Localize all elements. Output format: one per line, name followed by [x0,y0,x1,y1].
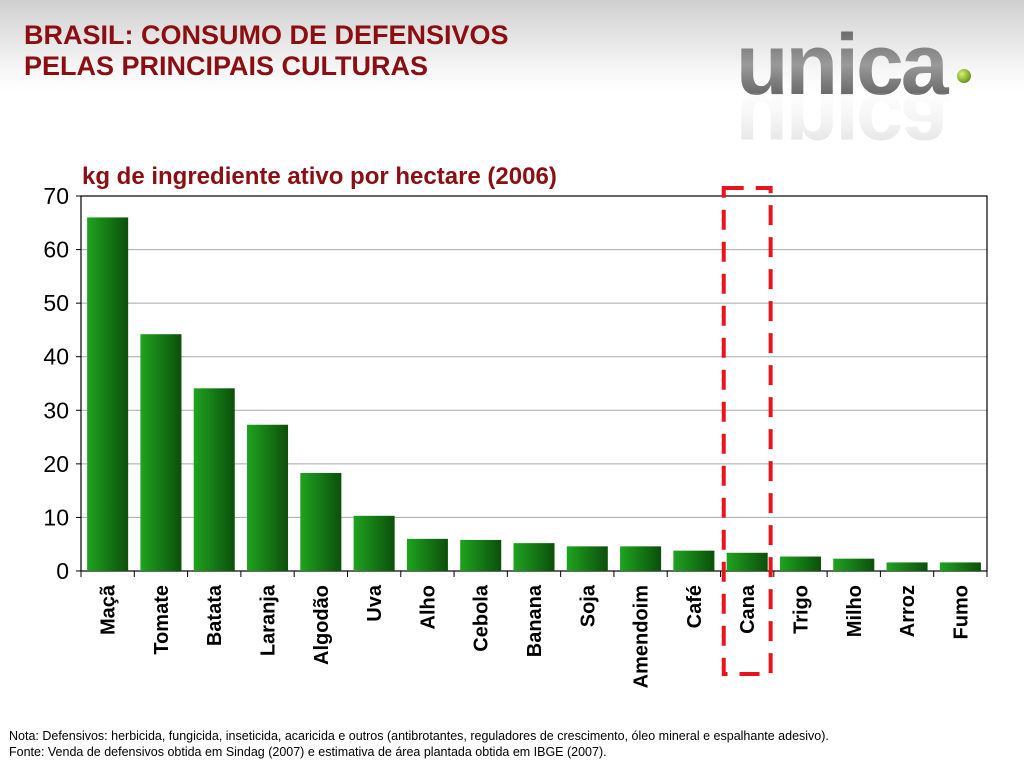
x-tick-label: Cana [737,584,759,634]
x-tick-label: Arroz [897,585,919,637]
x-tick-label: Soja [577,584,599,627]
bars [87,217,981,571]
x-tick-label: Banana [524,584,546,657]
y-tick-label: 60 [43,237,69,263]
bar [140,334,182,571]
bar [460,539,502,571]
footnote-fonte: Fonte: Venda de defensivos obtida em Sin… [9,745,607,759]
x-tick-label: Algodão [311,585,333,665]
y-tick-label: 40 [43,344,69,370]
bar [886,562,928,571]
bar [779,556,821,571]
bar [566,546,608,571]
x-tick-label: Alho [417,585,439,629]
bar [620,546,662,571]
x-tick-label: Tomate [151,585,173,655]
y-axis-ticks: 0 10 20 30 40 50 60 70 [43,183,81,584]
y-tick-label: 20 [43,451,69,477]
bar [406,538,448,571]
x-tick-label: Maçã [98,584,120,635]
x-tick-label: Cebola [471,584,493,652]
svg-text:unica: unica [736,30,950,113]
chart-title: kg de ingrediente ativo por hectare (200… [82,163,557,190]
bar [300,472,342,571]
highlight-box [721,186,773,676]
bar [353,515,395,571]
bar [87,217,129,571]
svg-text:unica: unica [736,75,950,142]
y-tick-label: 10 [43,504,69,530]
x-axis-ticks: Maçã Tomate Batata Laranja Algodão Uva Alho Ceb… [80,571,988,688]
x-tick-label: Batata [204,584,226,646]
unica-logo: unica unica [736,30,971,142]
bar [193,388,235,571]
page-title: BRASIL: CONSUMO DE DEFENSIVOS PELAS PRIN… [24,20,509,82]
y-tick-label: 30 [43,397,69,423]
bar [833,558,875,571]
page-title-line-1: BRASIL: CONSUMO DE DEFENSIVOS [24,20,509,50]
footnote-nota: Nota: Defensivos: herbicida, fungicida, … [9,729,829,743]
y-tick-label: 0 [56,558,69,584]
bar [673,550,715,571]
y-tick-label: 70 [43,183,69,209]
bar [513,543,555,571]
bar [726,552,768,571]
footnotes: Nota: Defensivos: herbicida, fungicida, … [9,728,1009,760]
y-tick-label: 50 [43,290,69,316]
x-tick-label: Trigo [790,585,812,634]
x-tick-label: Café [684,585,706,628]
header-band [0,0,1024,92]
bar [247,424,289,571]
x-tick-label: Fumo [950,585,972,639]
page-title-line-2: PELAS PRINCIPAIS CULTURAS [24,51,429,81]
x-tick-label: Milho [844,585,866,637]
bar [939,562,981,571]
x-tick-label: Amendoim [631,585,653,688]
logo-dot-icon [957,69,971,83]
x-tick-label: Laranja [258,584,280,656]
x-tick-label: Uva [364,584,386,622]
